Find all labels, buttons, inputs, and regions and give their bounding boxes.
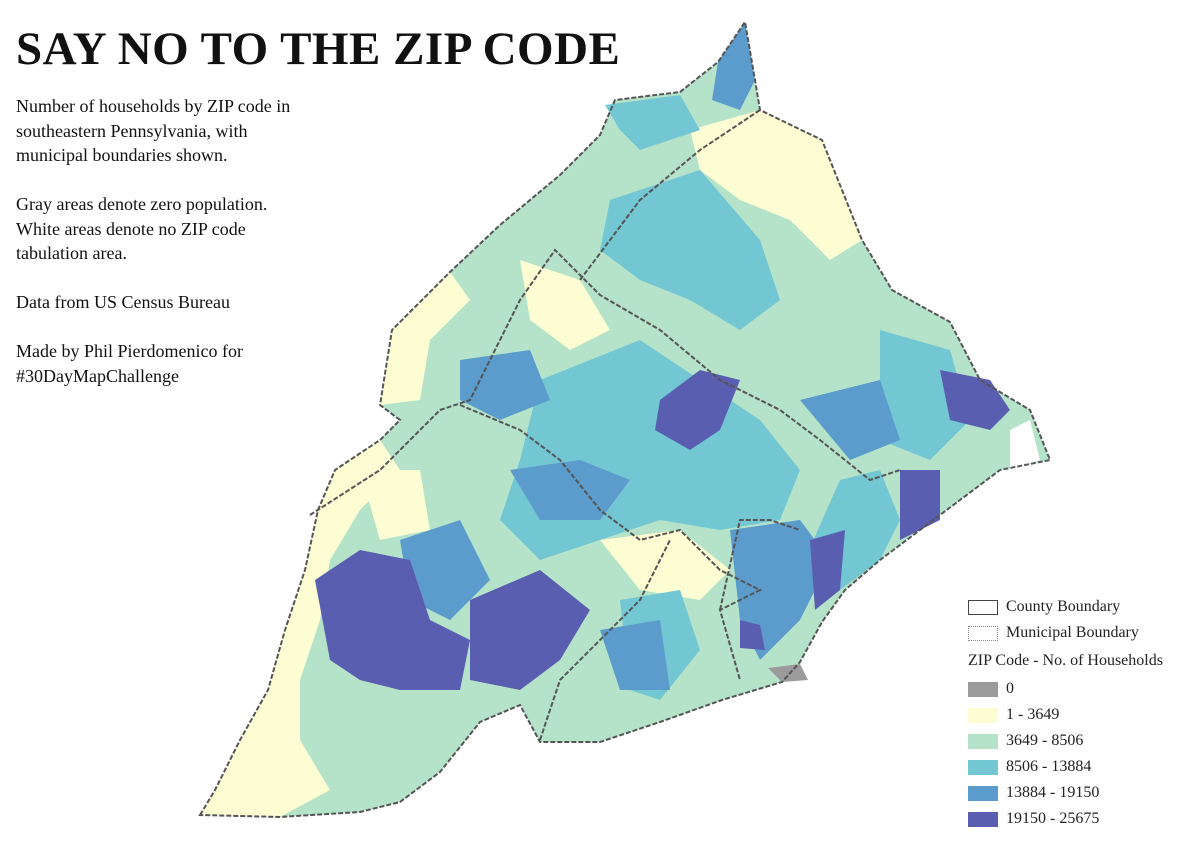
description-line: Gray areas denote zero population. [16,194,268,214]
legend-swatch [968,759,998,775]
county-boundary [459,404,763,681]
zip-areas [200,22,1050,817]
legend-label: 1 - 3649 [1006,706,1060,723]
county-boundary [579,109,761,281]
zip-area [712,22,755,110]
county-boundary [198,19,1052,819]
description: Number of households by ZIP code in south… [16,94,290,413]
zip-area [360,470,430,540]
legend-label: 13884 - 19150 [1006,784,1100,801]
description-paragraph: Gray areas denote zero population. White … [16,192,290,266]
legend-swatch [968,625,998,641]
zip-area [400,520,490,620]
description-line: #30DayMapChallenge [16,365,179,386]
zip-area [470,570,590,690]
legend: County Boundary Municipal Boundary ZIP Cod… [968,594,1163,832]
zip-area [315,550,470,690]
legend-title: ZIP Code - No. of Households [968,652,1163,669]
zip-area [600,620,670,690]
legend-item: 19150 - 25675 [968,806,1163,832]
description-line: municipal boundaries shown. [16,145,228,165]
zip-area [600,170,780,330]
county-boundary [539,539,671,741]
legend-item: 3649 - 8506 [968,728,1163,754]
description-paragraph: Number of households by ZIP code in south… [16,94,290,168]
legend-swatch [968,599,998,615]
zip-area [200,440,400,817]
county-boundaries [198,19,1052,819]
legend-swatch [968,811,998,827]
legend-item: 8506 - 13884 [968,754,1163,780]
description-line: tabulation area. [16,243,127,263]
legend-swatch [968,707,998,723]
zip-area [810,530,845,610]
legend-swatch [968,733,998,749]
zip-area [605,95,700,150]
description-line: Made by Phil Pierdomenico for [16,341,243,361]
description-line: White areas denote no ZIP code [16,218,246,239]
zip-area [460,350,550,420]
zip-area [880,330,970,460]
legend-label: 0 [1006,680,1014,697]
zip-area [690,110,862,260]
legend-item: Municipal Boundary [968,620,1163,646]
description-line: southeastern Pennsylvania, with [16,120,248,141]
zip-area [1010,420,1040,470]
zip-area [768,664,808,682]
zip-area [520,260,610,350]
zip-area [380,272,470,405]
description-line: Data from US Census Bureau [16,292,230,312]
legend-swatch [968,785,998,801]
legend-label: County Boundary [1006,598,1121,615]
zip-area [740,620,765,650]
county-boundary [309,248,901,516]
legend-label: Municipal Boundary [1006,624,1139,641]
description-line: Number of households by ZIP code in [16,96,291,116]
county-boundary [719,519,801,611]
zip-area [800,380,900,460]
zip-area [900,470,940,540]
legend-item: County Boundary [968,594,1163,620]
legend-swatch [968,681,998,697]
zip-area [940,370,1010,430]
description-paragraph: Made by Phil Pierdomenico for #30DayMapCh… [16,339,290,388]
title: SAY NO TO THE ZIP CODE [16,23,621,75]
legend-label: 8506 - 13884 [1006,758,1092,775]
description-paragraph: Data from US Census Bureau [16,290,290,315]
legend-label: 19150 - 25675 [1006,810,1100,827]
legend-item: 13884 - 19150 [968,780,1163,806]
zip-area [655,370,740,450]
legend-label: 3649 - 8506 [1006,732,1084,749]
legend-item: 0 [968,676,1163,702]
zip-area [510,460,630,520]
legend-item: 1 - 3649 [968,702,1163,728]
